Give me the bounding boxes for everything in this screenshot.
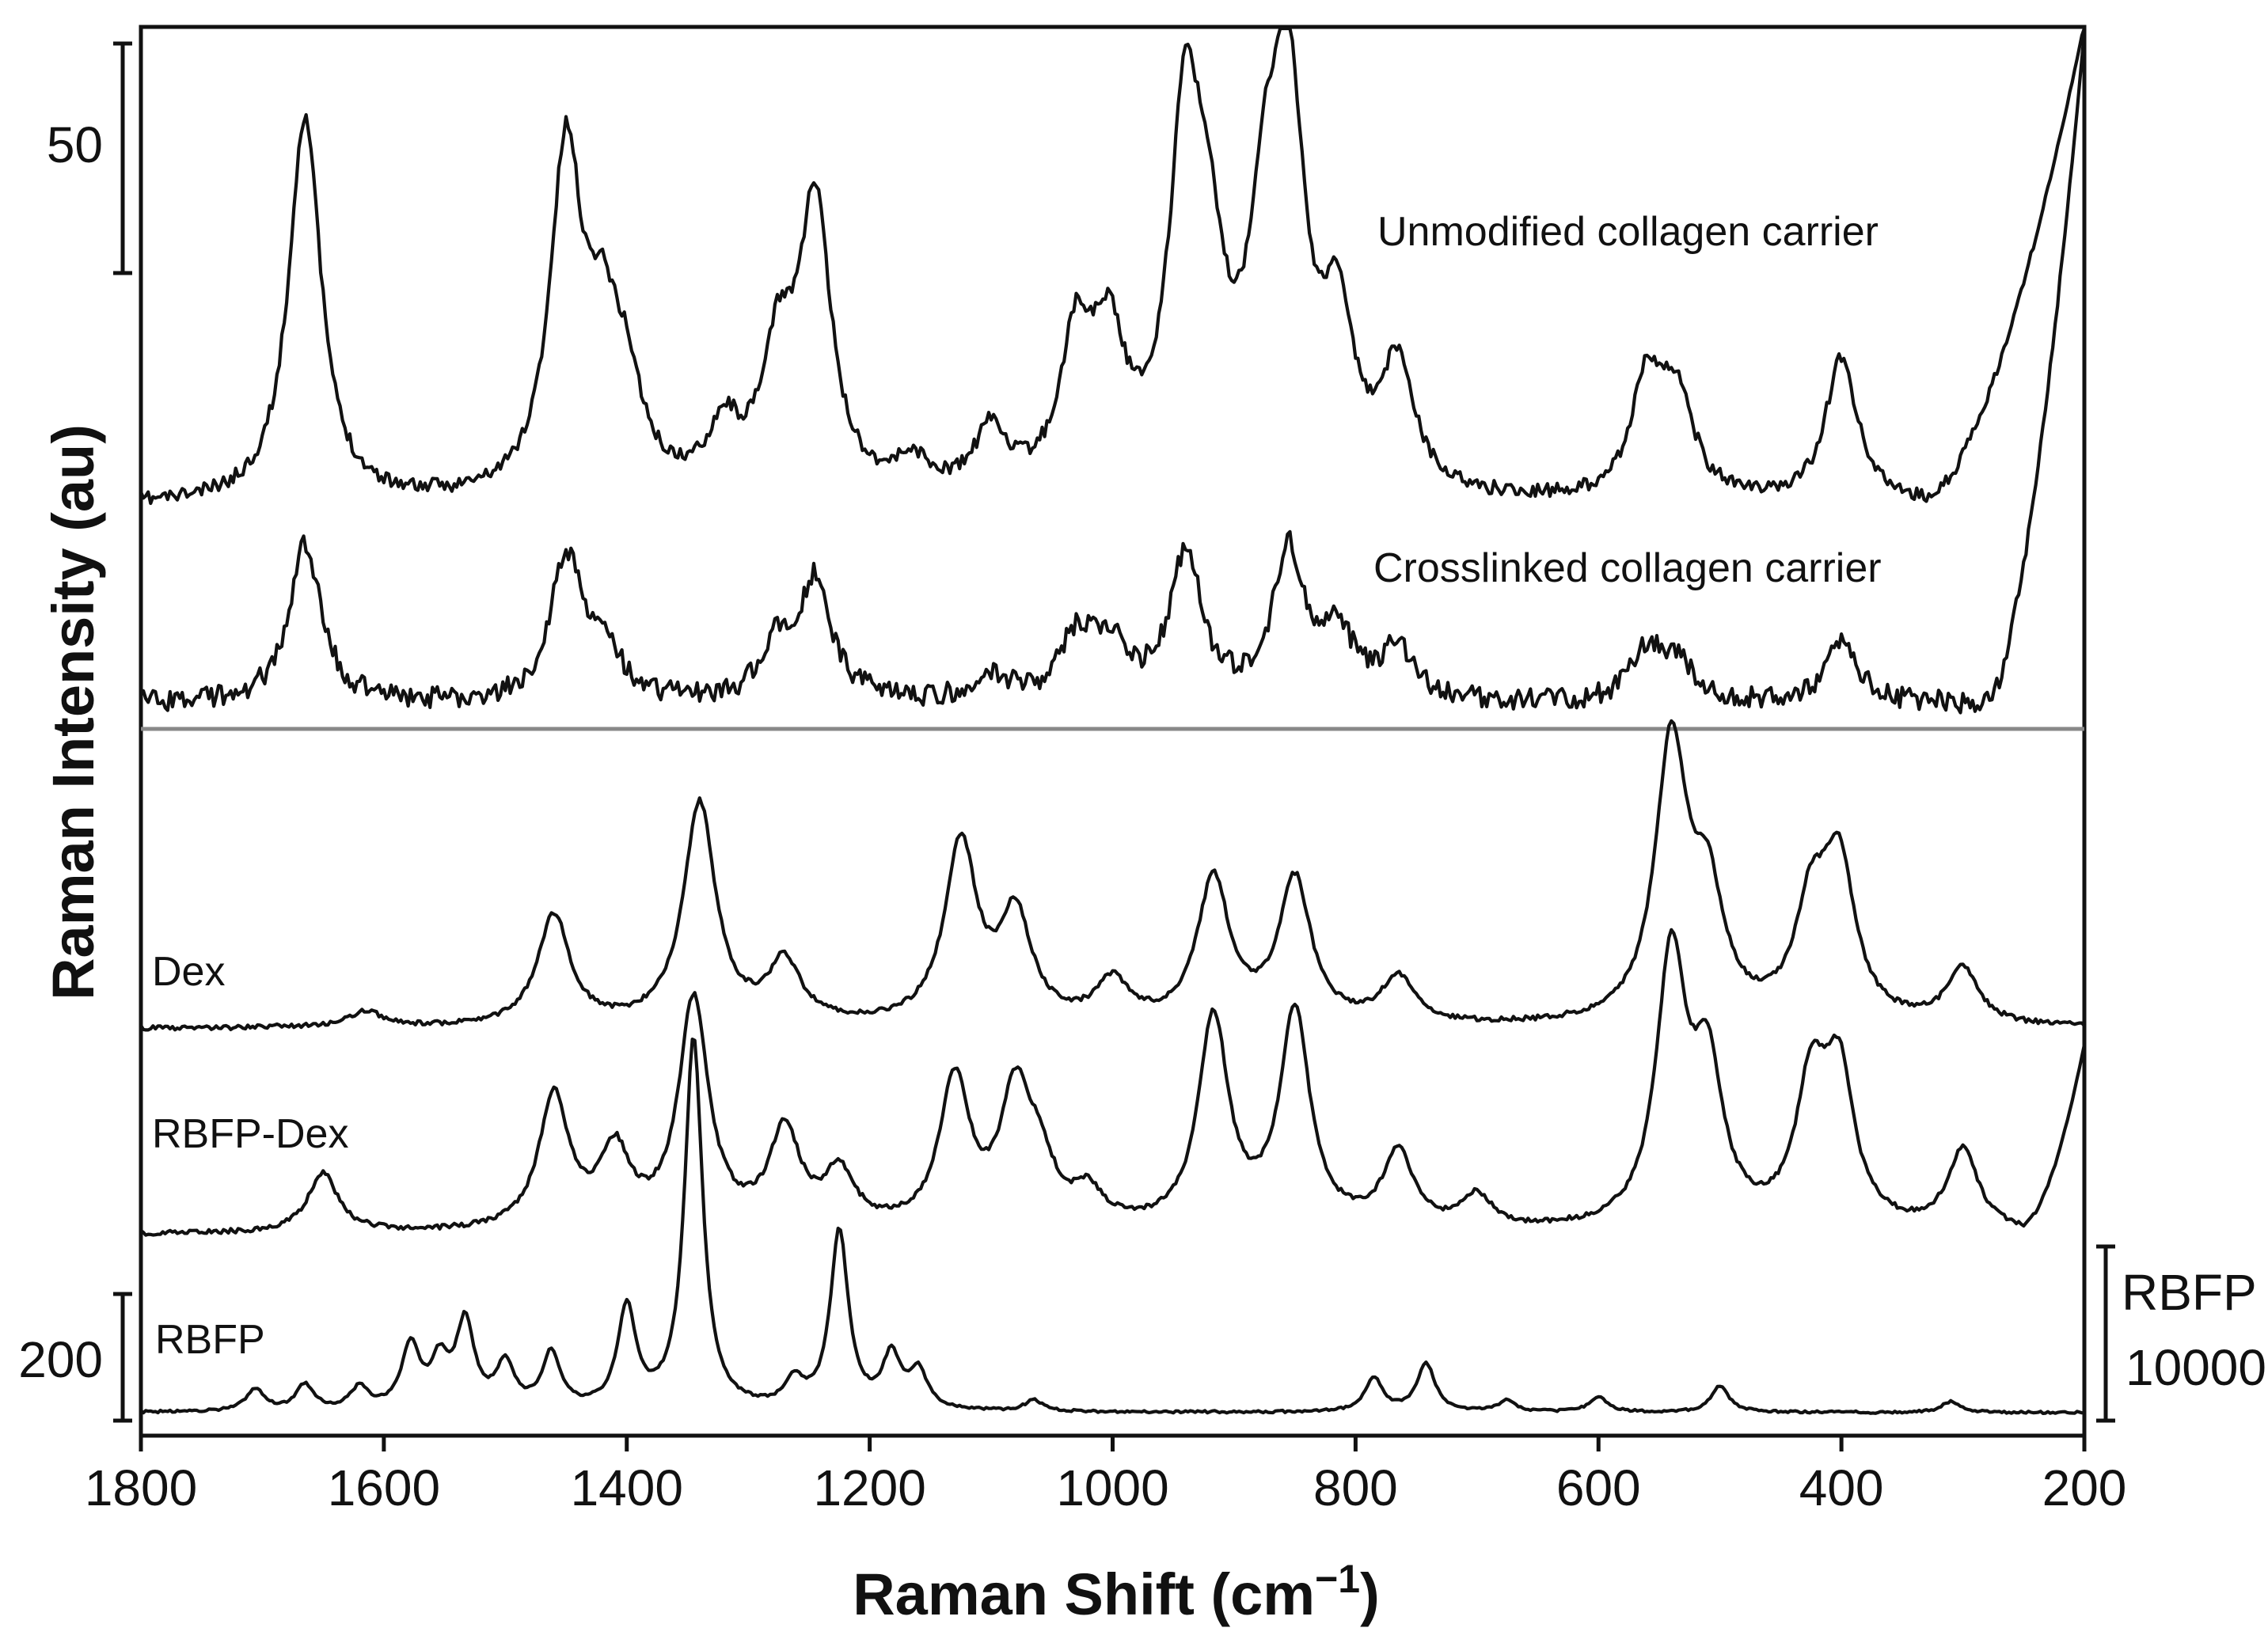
x-tick-label: 1600 [328,1459,440,1516]
x-tick-label: 1400 [571,1459,683,1516]
x-tick-label: 400 [1799,1459,1884,1516]
x-axis-title-close: ) [1360,1561,1380,1627]
scale-bar-bottom-right-label-2: 10000 [2126,1339,2266,1396]
scale-bar-bottom-right-label-1: RBFP [2122,1264,2257,1321]
scale-bar-bottom-left-label: 200 [18,1331,103,1388]
scale-bar-bottom-right: RBFP 10000 [2096,1244,2266,1423]
label-crosslinked-collagen: Crosslinked collagen carrier [1373,545,1882,591]
scale-bar-bottom-left: 200 [18,1292,132,1423]
spectrum-dex [139,719,2087,1032]
x-axis-ticks: 1800 1600 1400 1200 1000 800 600 400 200 [85,1436,2127,1516]
spectrum-unmodified-collagen [139,26,2087,506]
spectrum-rbfp-dex [139,928,2087,1237]
x-tick-label: 800 [1313,1459,1398,1516]
scale-bar-top: 50 [47,41,132,275]
x-tick-label: 1200 [813,1459,925,1516]
label-unmodified-collagen: Unmodified collagen carrier [1377,209,1879,255]
scale-bar-top-label: 50 [47,116,103,173]
label-rbfp: RBFP [155,1317,265,1363]
spectrum-crosslinked-collagen [139,29,2087,715]
x-tick-label: 600 [1556,1459,1641,1516]
x-axis-title-main: Raman Shift (cm [853,1561,1315,1627]
x-axis-title: Raman Shift (cm−1) [853,1557,1380,1627]
label-rbfp-dex: RBFP-Dex [152,1111,348,1157]
x-axis-title-superscript: −1 [1315,1557,1360,1601]
x-tick-label: 1800 [85,1459,197,1516]
y-axis-title: Raman Intensity (au) [40,424,106,1000]
label-dex: Dex [152,949,225,995]
spectrum-rbfp [139,1038,2087,1415]
x-tick-label: 1000 [1056,1459,1168,1516]
x-tick-label: 200 [2042,1459,2127,1516]
